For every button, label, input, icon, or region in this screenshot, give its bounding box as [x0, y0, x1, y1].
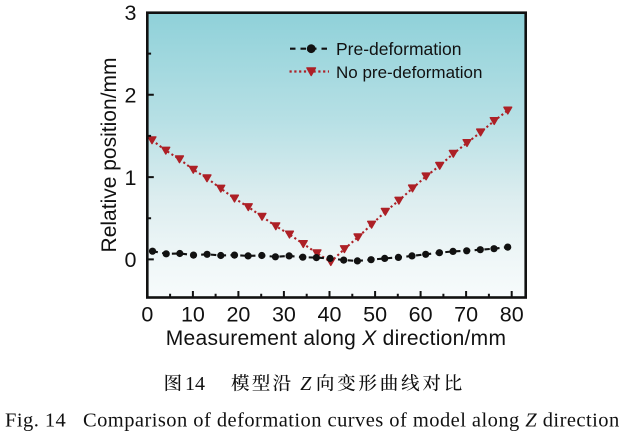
svg-text:No pre-deformation: No pre-deformation [336, 63, 482, 82]
svg-text:30: 30 [272, 303, 296, 327]
svg-text:80: 80 [500, 303, 524, 327]
svg-text:Fig. 14 Comparison of deform: Fig. 14 Comparison of deformation curves… [5, 409, 620, 431]
svg-text:Relative position/mm: Relative position/mm [98, 58, 121, 253]
svg-text:0: 0 [125, 248, 137, 272]
svg-text:50: 50 [363, 303, 387, 327]
svg-text:2: 2 [125, 84, 137, 108]
svg-text:14: 14 [185, 373, 205, 395]
svg-text:Z: Z [300, 373, 312, 395]
svg-text:40: 40 [318, 303, 342, 327]
svg-text:1: 1 [125, 166, 137, 190]
svg-text:Measurement along X direction/: Measurement along X direction/mm [166, 327, 506, 350]
svg-text:3: 3 [125, 1, 137, 25]
svg-text:10: 10 [181, 303, 205, 327]
svg-text:70: 70 [454, 303, 478, 327]
svg-text:60: 60 [409, 303, 433, 327]
svg-text:0: 0 [141, 303, 153, 327]
svg-text:Pre-deformation: Pre-deformation [336, 39, 461, 59]
svg-text:20: 20 [226, 303, 250, 327]
